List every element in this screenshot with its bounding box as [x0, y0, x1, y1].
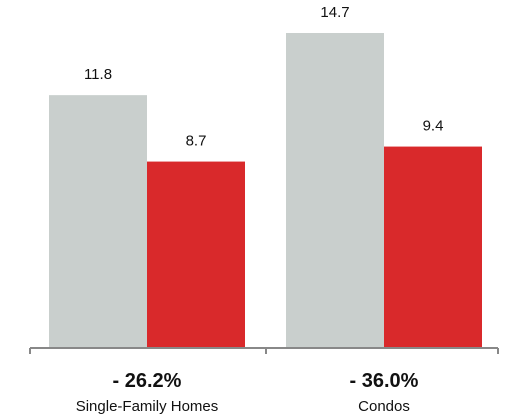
- category-label-2: Condos: [358, 398, 410, 415]
- value-label-1-2: 8.7: [186, 133, 207, 150]
- x-axis: [29, 347, 499, 354]
- category-label-1: Single-Family Homes: [76, 398, 219, 415]
- bar-1-1: [49, 95, 147, 349]
- value-labels-group: 11.8 8.7 14.7 9.4: [84, 4, 443, 150]
- bar-2-1: [286, 33, 384, 348]
- bar-1-2: [147, 161, 245, 348]
- value-label-2-2: 9.4: [423, 118, 444, 135]
- value-label-2-1: 14.7: [320, 4, 349, 21]
- bar-2-2: [384, 146, 482, 348]
- change-label-2: - 36.0%: [350, 370, 419, 392]
- value-label-1-1: 11.8: [84, 66, 112, 83]
- bars-group: [49, 33, 482, 349]
- category-labels-group: - 26.2% Single-Family Homes - 36.0% Condos: [76, 370, 419, 415]
- change-label-1: - 26.2%: [113, 370, 182, 392]
